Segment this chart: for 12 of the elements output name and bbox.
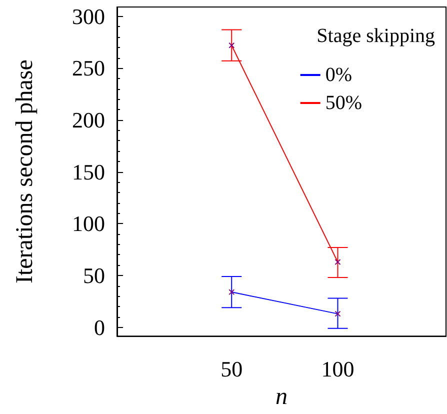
y-tick-label: 150 bbox=[72, 159, 105, 184]
legend-label: 0% bbox=[325, 64, 352, 86]
legend-label: 50% bbox=[325, 92, 362, 114]
y-axis-title: Iterations second phase bbox=[12, 60, 38, 284]
y-tick-label: 50 bbox=[83, 262, 105, 288]
y-tick-label: 100 bbox=[72, 211, 105, 236]
y-tick-label: 250 bbox=[72, 56, 105, 81]
y-tick-label: 300 bbox=[72, 4, 105, 29]
y-tick-label: 200 bbox=[72, 107, 105, 132]
y-tick-label: 0 bbox=[94, 314, 105, 340]
legend-title: Stage skipping bbox=[316, 25, 436, 47]
x-axis-title: n bbox=[276, 384, 288, 410]
